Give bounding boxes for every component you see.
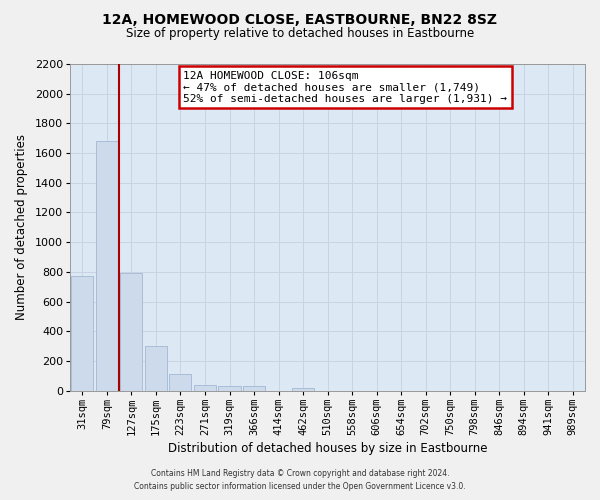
Bar <box>71 276 94 390</box>
Bar <box>194 386 216 390</box>
Bar <box>292 388 314 390</box>
Text: Contains HM Land Registry data © Crown copyright and database right 2024.
Contai: Contains HM Land Registry data © Crown c… <box>134 470 466 491</box>
Text: 12A HOMEWOOD CLOSE: 106sqm
← 47% of detached houses are smaller (1,749)
52% of s: 12A HOMEWOOD CLOSE: 106sqm ← 47% of deta… <box>184 70 508 104</box>
Bar <box>121 272 142 390</box>
X-axis label: Distribution of detached houses by size in Eastbourne: Distribution of detached houses by size … <box>168 442 487 455</box>
Bar <box>169 374 191 390</box>
Y-axis label: Number of detached properties: Number of detached properties <box>15 134 28 320</box>
Bar <box>145 346 167 391</box>
Text: Size of property relative to detached houses in Eastbourne: Size of property relative to detached ho… <box>126 28 474 40</box>
Bar <box>96 141 118 390</box>
Bar <box>218 386 241 390</box>
Bar <box>243 386 265 390</box>
Text: 12A, HOMEWOOD CLOSE, EASTBOURNE, BN22 8SZ: 12A, HOMEWOOD CLOSE, EASTBOURNE, BN22 8S… <box>103 12 497 26</box>
